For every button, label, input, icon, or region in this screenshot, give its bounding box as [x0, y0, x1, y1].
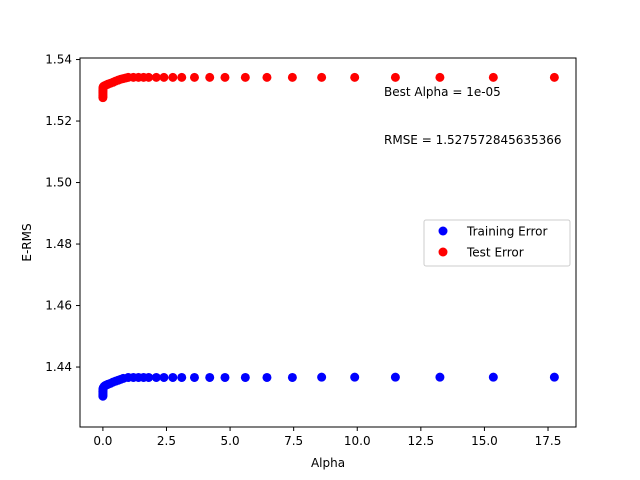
training-error-point — [350, 372, 360, 382]
best-alpha-annotation: Best Alpha = 1e-05 — [384, 85, 501, 99]
y-tick-label: 1.50 — [45, 176, 72, 190]
plot-area — [98, 72, 559, 401]
training-error-point — [287, 372, 297, 382]
y-axis-label: E-RMS — [20, 223, 34, 261]
training-error-point — [189, 372, 199, 382]
legend-label-test: Test Error — [466, 246, 524, 260]
legend-box — [423, 219, 571, 267]
training-error-point — [220, 372, 230, 382]
y-tick-label: 1.48 — [45, 237, 72, 251]
legend-marker-training — [438, 226, 448, 236]
test-error-point — [168, 72, 178, 82]
x-tick-label: 10.0 — [344, 434, 371, 448]
test-error-point — [549, 72, 559, 82]
test-error-point — [287, 72, 297, 82]
x-tick-label: 7.5 — [284, 434, 303, 448]
y-tick-label: 1.52 — [45, 114, 72, 128]
training-error-point — [168, 372, 178, 382]
test-error-point — [144, 72, 154, 82]
training-error-point — [488, 372, 498, 382]
x-tick-label: 12.5 — [407, 434, 434, 448]
y-tick-label: 1.44 — [45, 360, 72, 374]
y-tick-label: 1.54 — [45, 53, 72, 67]
test-error-point — [317, 72, 327, 82]
legend-marker-test — [438, 247, 448, 257]
training-error-point — [151, 372, 161, 382]
test-error-point — [390, 72, 400, 82]
training-error-point — [435, 372, 445, 382]
legend-label-training: Training Error — [466, 225, 547, 239]
test-error-point — [159, 72, 169, 82]
training-error-point — [262, 372, 272, 382]
test-error-point — [350, 72, 360, 82]
test-error-point — [151, 72, 161, 82]
test-error-point — [177, 72, 187, 82]
test-error-point — [240, 72, 250, 82]
x-tick-label: 17.5 — [535, 434, 562, 448]
x-tick-label: 15.0 — [471, 434, 498, 448]
x-tick-label: 2.5 — [157, 434, 176, 448]
test-error-point — [262, 72, 272, 82]
training-error-point — [159, 372, 169, 382]
x-tick-label: 0.0 — [93, 434, 112, 448]
test-error-point — [205, 72, 215, 82]
training-error-point — [144, 372, 154, 382]
training-error-point — [177, 372, 187, 382]
training-error-point — [390, 372, 400, 382]
axes-frame — [79, 57, 577, 428]
x-axis-label: Alpha — [311, 456, 345, 470]
test-error-point — [488, 72, 498, 82]
test-error-point — [189, 72, 199, 82]
test-error-point — [220, 72, 230, 82]
legend: Training Error Test Error — [423, 219, 571, 267]
test-error-point — [435, 72, 445, 82]
x-tick-label: 5.0 — [221, 434, 240, 448]
training-error-point — [317, 372, 327, 382]
training-error-point — [549, 372, 559, 382]
axis-ticks: 0.0 2.5 5.0 7.5 10.0 12.5 15.0 17.5 1.44 1.46 1.48… — [45, 53, 561, 448]
rmse-annotation: RMSE = 1.527572845635366 — [384, 133, 562, 147]
training-error-point — [240, 372, 250, 382]
training-error-point — [205, 372, 215, 382]
y-tick-label: 1.46 — [45, 299, 72, 313]
